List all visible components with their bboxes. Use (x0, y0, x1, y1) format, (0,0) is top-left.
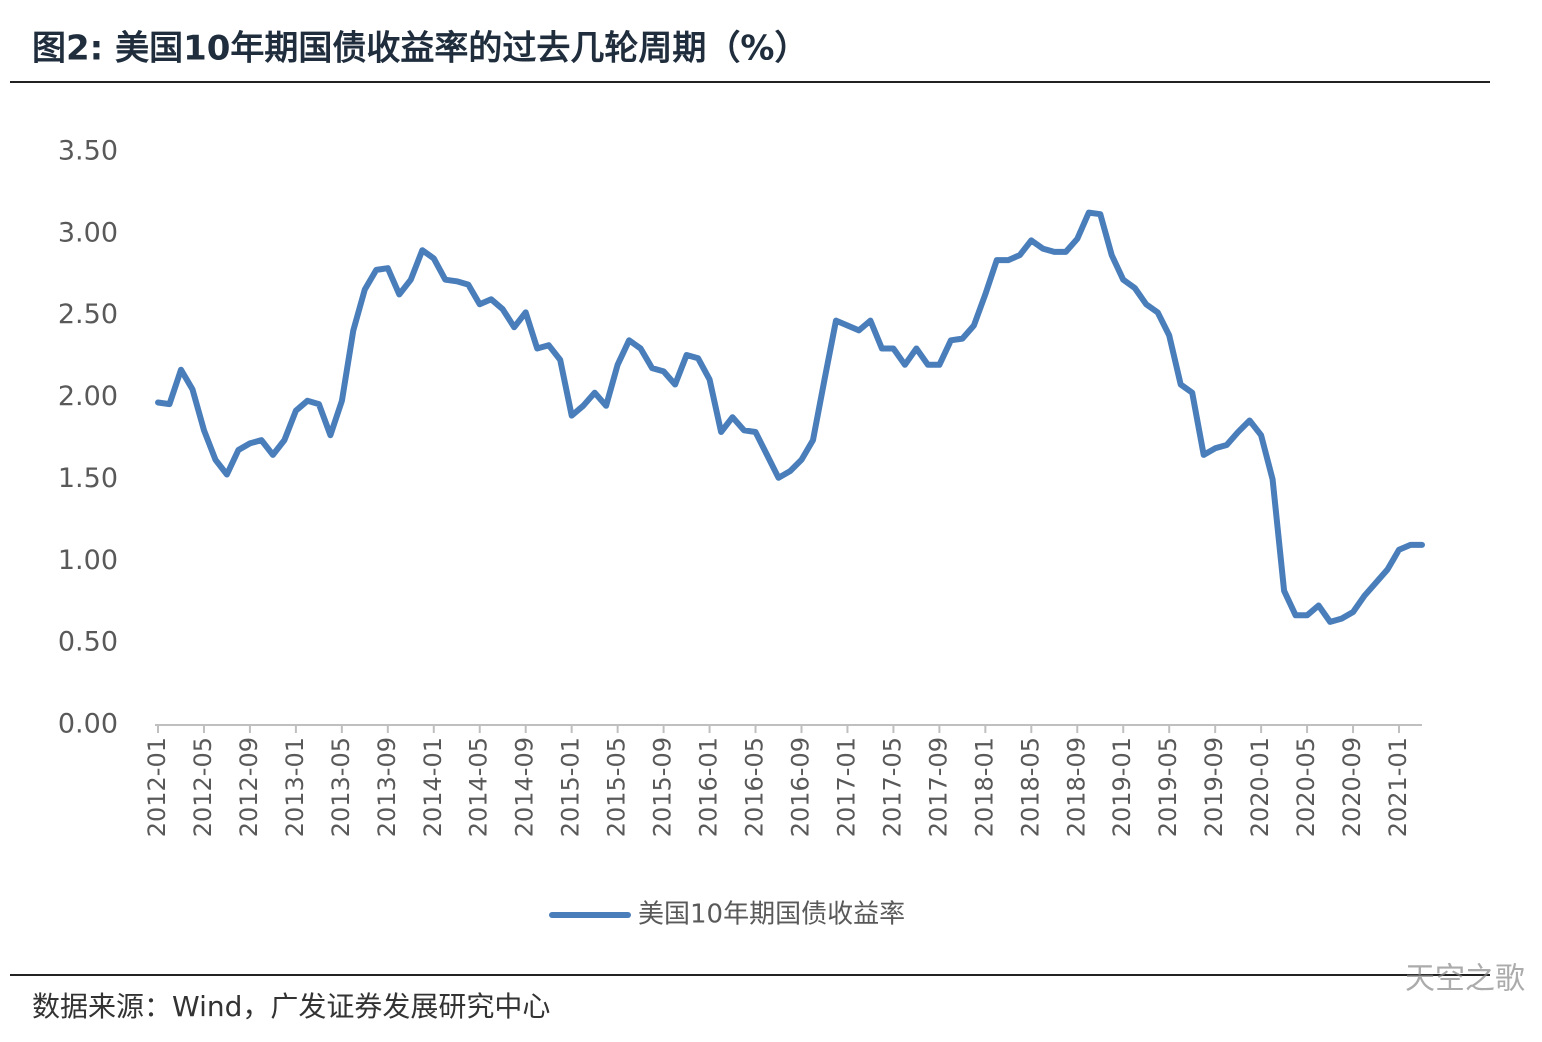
x-tick-label: 2019-01 (1108, 737, 1136, 837)
source-note: 数据来源：Wind，广发证券发展研究中心 (32, 990, 550, 1023)
x-tick-label: 2014-05 (465, 737, 493, 837)
x-tick-label: 2020-05 (1292, 737, 1320, 837)
x-tick-label: 2020-09 (1338, 737, 1366, 837)
data-line (155, 209, 1425, 625)
x-tick-label: 2020-01 (1246, 737, 1274, 837)
x-tick-label: 2019-05 (1154, 737, 1182, 837)
x-tick-label: 2015-01 (557, 737, 585, 837)
watermark: 天空之歌 (1405, 962, 1525, 997)
x-tick-label: 2021-01 (1384, 737, 1412, 837)
x-tick-label: 2013-09 (373, 737, 401, 837)
x-tick-label: 2019-09 (1200, 737, 1228, 837)
x-tick-label: 2017-05 (878, 737, 906, 837)
x-tick-label: 2012-09 (235, 737, 263, 837)
x-tick-label: 2013-01 (281, 737, 309, 837)
x-tick-label: 2012-01 (143, 737, 171, 837)
x-tick-label: 2016-05 (741, 737, 769, 837)
x-tick-label: 2016-09 (786, 737, 814, 837)
x-tick-label: 2014-01 (419, 737, 447, 837)
x-tick-label: 2015-05 (603, 737, 631, 837)
y-tick-label: 2.50 (58, 299, 118, 330)
y-tick-label: 0.50 (58, 627, 118, 658)
y-tick-label: 2.00 (58, 381, 118, 412)
x-tick-label: 2014-09 (511, 737, 539, 837)
x-tick-label: 2015-09 (649, 737, 677, 837)
legend-label: 美国10年期国债收益率 (638, 900, 905, 930)
x-tick-label: 2012-05 (189, 737, 217, 837)
x-tick-label: 2013-05 (327, 737, 355, 837)
y-tick-label: 1.00 (58, 545, 118, 576)
x-tick-label: 2017-09 (924, 737, 952, 837)
y-tick-label: 3.50 (58, 136, 118, 167)
x-tick-label: 2017-01 (832, 737, 860, 837)
y-tick-label: 3.00 (58, 217, 118, 248)
x-tick-label: 2016-01 (695, 737, 723, 837)
x-tick-label: 2018-09 (1062, 737, 1090, 837)
x-tick-label: 2018-01 (970, 737, 998, 837)
y-tick-label: 1.50 (58, 463, 118, 494)
chart-title: 图2: 美国10年期国债收益率的过去几轮周期（%） (32, 29, 808, 69)
y-tick-label: 0.00 (58, 709, 118, 740)
x-tick-label: 2018-05 (1016, 737, 1044, 837)
